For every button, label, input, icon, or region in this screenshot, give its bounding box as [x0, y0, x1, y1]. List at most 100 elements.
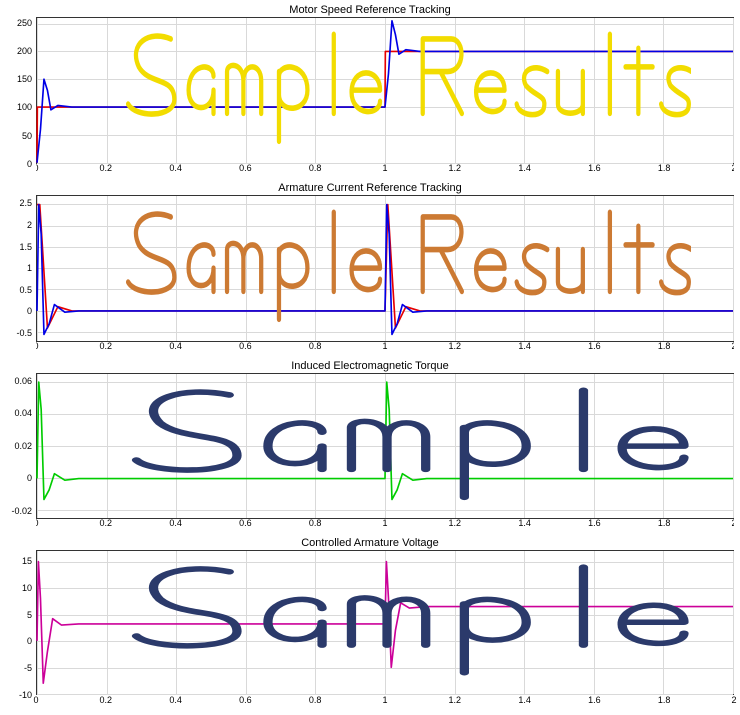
- x-tick-label: 1.8: [658, 342, 671, 351]
- x-tick-label: 0: [36, 519, 39, 528]
- x-tick-label: 0.8: [309, 519, 322, 528]
- panel-title: Induced Electromagnetic Torque: [6, 360, 734, 372]
- panel-title: Armature Current Reference Tracking: [6, 182, 734, 194]
- y-tick-label: 5: [27, 610, 32, 620]
- series-svg: [37, 374, 733, 519]
- x-tick-label: 0: [36, 342, 39, 351]
- x-tick-label: 0.6: [239, 519, 252, 528]
- x-tick-label: 2: [731, 519, 734, 528]
- y-tick-label: 0: [27, 473, 32, 483]
- x-tick-label: 0.4: [169, 695, 182, 705]
- x-tick-label: 0.2: [100, 164, 113, 173]
- grid-line: [733, 374, 734, 519]
- x-tick-label: 1.6: [588, 695, 601, 705]
- series-actual: [37, 204, 733, 334]
- plot-area: [36, 17, 734, 164]
- panel-title: Controlled Armature Voltage: [6, 537, 734, 549]
- x-tick-label: 1: [382, 342, 387, 351]
- chart-panel-voltage: Controlled Armature Voltage-10-505101500…: [6, 537, 734, 709]
- y-axis: -0.02 0 0.02 0.04 0.06: [6, 373, 36, 520]
- x-tick-label: 0.6: [239, 342, 252, 351]
- series-svg: [37, 196, 733, 341]
- x-tick-label: 1.2: [449, 342, 462, 351]
- grid-line: [733, 551, 734, 694]
- figure: Motor Speed Reference Tracking0501001502…: [0, 0, 740, 715]
- y-tick-label: 0.5: [19, 285, 32, 295]
- x-tick-label: 0.2: [100, 342, 113, 351]
- x-tick-label: 1.6: [588, 519, 601, 528]
- y-tick-label: -10: [19, 690, 32, 700]
- y-tick-label: 200: [17, 46, 32, 56]
- x-tick-label: 0.4: [169, 342, 182, 351]
- plot-row: -0.500.511.522.5: [6, 195, 734, 342]
- x-tick-label: 2: [731, 342, 734, 351]
- series-svg: [37, 551, 733, 694]
- x-tick-label: 0.6: [239, 164, 252, 173]
- series-voltage: [37, 562, 733, 684]
- series-torque: [37, 382, 733, 499]
- y-tick-label: 10: [22, 583, 32, 593]
- y-tick-label: 15: [22, 556, 32, 566]
- y-tick-label: -5: [24, 663, 32, 673]
- x-tick-label: 1.8: [658, 519, 671, 528]
- x-tick-label: 0.8: [309, 164, 322, 173]
- y-axis: -10-5051015: [6, 550, 36, 695]
- x-tick-label: 0: [36, 164, 39, 173]
- x-axis: 00.20.40.60.811.21.41.61.82: [36, 342, 734, 354]
- y-tick-label: 2.5: [19, 198, 32, 208]
- plot-row: -0.02 0 0.02 0.04 0.06: [6, 373, 734, 520]
- y-axis: 050100150200250: [6, 17, 36, 164]
- y-axis: -0.500.511.522.5: [6, 195, 36, 342]
- chart-panel-torque: Induced Electromagnetic Torque -0.02 0 0.02…: [6, 360, 734, 532]
- grid-line: [733, 196, 734, 341]
- plot-row: 050100150200250: [6, 17, 734, 164]
- x-tick-label: 1: [382, 519, 387, 528]
- y-tick-label: 0.02: [14, 441, 32, 451]
- chart-panel-current: Armature Current Reference Tracking -0.5 0…: [6, 182, 734, 354]
- y-tick-label: 0.06: [14, 376, 32, 386]
- x-tick-label: 0.4: [169, 164, 182, 173]
- x-axis: 0 0.2 0.4 0.6 0.8 1 1.2 1.4 1.6 1.8 2: [36, 164, 734, 176]
- x-tick-label: 1.2: [449, 164, 462, 173]
- x-axis: 0 0.2 0.4 0.6 0.8 1 1.2 1.4 1.6 1.8 2: [36, 695, 734, 709]
- x-tick-label: 0.8: [309, 342, 322, 351]
- x-axis: 0 0.2 0.4 0.6 0.8 1 1.2 1.4 1.6 1.8 2: [36, 519, 734, 531]
- y-tick-label: 0.04: [14, 408, 32, 418]
- y-tick-label: -0.02: [11, 506, 32, 516]
- series-svg: [37, 18, 733, 163]
- x-tick-label: 1: [382, 695, 387, 705]
- y-tick-label: 0: [27, 636, 32, 646]
- x-tick-label: 0: [33, 695, 38, 705]
- y-tick-label: 100: [17, 102, 32, 112]
- x-tick-label: 1.4: [518, 519, 531, 528]
- x-tick-label: 1: [382, 164, 387, 173]
- plot-row: -10-5051015: [6, 550, 734, 695]
- x-tick-label: 1.4: [518, 342, 531, 351]
- panel-title: Motor Speed Reference Tracking: [6, 4, 734, 16]
- y-tick-label: 1: [27, 263, 32, 273]
- y-tick-label: -0.5: [16, 328, 32, 338]
- y-tick-label: 0: [27, 159, 32, 169]
- x-tick-label: 1.2: [449, 519, 462, 528]
- y-tick-label: 50: [22, 131, 32, 141]
- x-tick-label: 0.2: [100, 519, 113, 528]
- x-tick-label: 1.4: [518, 164, 531, 173]
- x-tick-label: 1.2: [449, 695, 462, 705]
- x-tick-label: 2: [731, 695, 736, 705]
- y-tick-label: 250: [17, 18, 32, 28]
- plot-area: [36, 373, 734, 520]
- plot-area: [36, 195, 734, 342]
- x-tick-label: 1.8: [658, 695, 671, 705]
- x-tick-label: 0.4: [169, 519, 182, 528]
- x-tick-label: 0.2: [100, 695, 113, 705]
- x-tick-label: 1.4: [518, 695, 531, 705]
- y-tick-label: 0: [27, 306, 32, 316]
- x-tick-label: 1.6: [588, 164, 601, 173]
- x-tick-label: 0.6: [239, 695, 252, 705]
- x-tick-label: 1.8: [658, 164, 671, 173]
- x-tick-label: 0.8: [309, 695, 322, 705]
- chart-panel-speed: Motor Speed Reference Tracking 0 50 100 150 2…: [6, 4, 734, 176]
- y-tick-label: 150: [17, 74, 32, 84]
- x-tick-label: 2: [731, 164, 734, 173]
- y-tick-label: 1.5: [19, 242, 32, 252]
